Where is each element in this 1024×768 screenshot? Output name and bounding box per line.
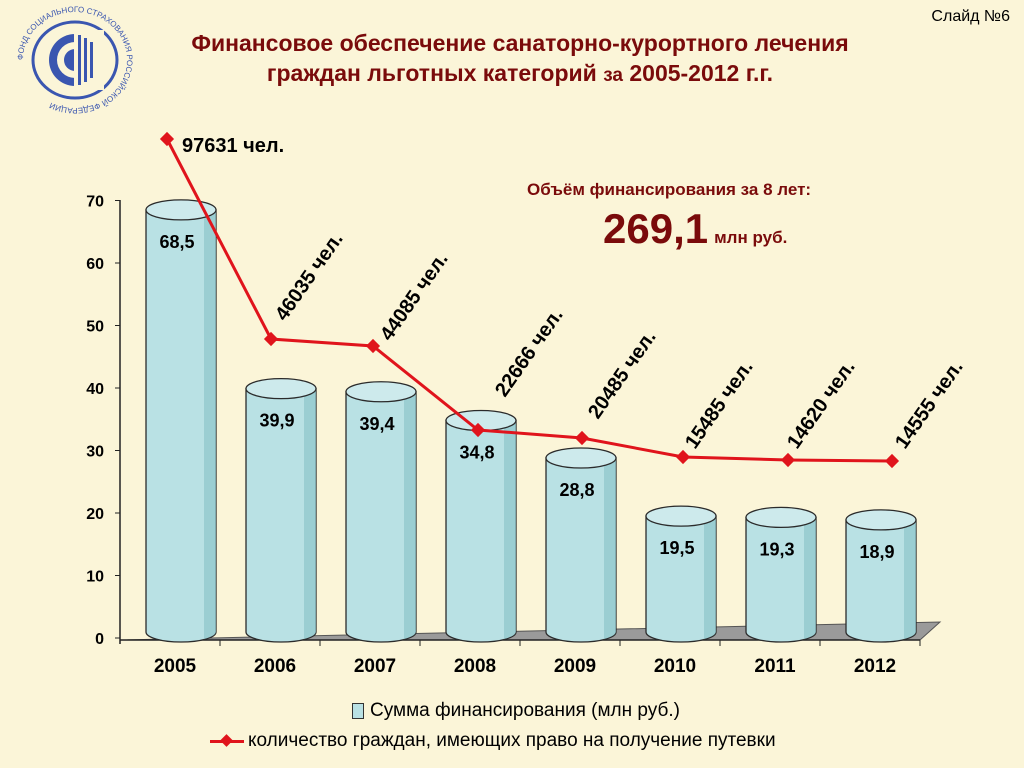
title-line-2: граждан льготных категорий за 2005-2012 … xyxy=(266,60,774,86)
y-tick-label: 30 xyxy=(86,444,104,461)
y-tick-label: 0 xyxy=(95,631,104,648)
x-tick-label: 2012 xyxy=(854,656,896,677)
line-value-label: 22666 чел. xyxy=(491,305,568,401)
bar-value-label: 34,8 xyxy=(459,443,494,463)
legend-item-bars: Сумма финансирования (млн руб.) xyxy=(210,696,776,726)
line-value-label: 14620 чел. xyxy=(783,357,860,453)
people-point xyxy=(574,430,590,446)
people-point xyxy=(675,449,691,465)
y-tick-label: 70 xyxy=(86,194,104,211)
slide-number: Слайд №6 xyxy=(931,8,1010,25)
x-tick-label: 2010 xyxy=(654,656,696,677)
chart-legend: Сумма финансирования (млн руб.) количест… xyxy=(210,696,776,756)
y-tick-label: 10 xyxy=(86,569,104,586)
legend-line-swatch xyxy=(210,734,244,748)
x-tick-label: 2009 xyxy=(554,656,596,677)
people-point xyxy=(470,422,486,438)
x-tick-label: 2005 xyxy=(154,656,197,677)
y-tick-label: 60 xyxy=(86,256,104,273)
bar-2011 xyxy=(745,506,817,643)
fss-logo: ФОНД СОЦИАЛЬНОГО СТРАХОВАНИЯ РОССИЙСКОЙ … xyxy=(16,5,134,115)
financing-value: 269,1 xyxy=(603,205,709,252)
line-value-label: 97631 чел. xyxy=(182,135,284,157)
people-point xyxy=(780,452,796,468)
legend-item-line: количество граждан, имеющих право на пол… xyxy=(210,726,776,756)
chart-floor xyxy=(119,621,942,641)
bar-value-label: 19,3 xyxy=(759,539,794,559)
bar-value-label: 39,4 xyxy=(359,414,394,434)
people-point xyxy=(263,331,279,347)
x-tick-label: 2011 xyxy=(754,656,796,677)
bar-2010 xyxy=(645,505,717,643)
title-line-1: Финансовое обеспечение санаторно-курортн… xyxy=(191,30,849,56)
bar-2007 xyxy=(345,381,417,643)
bar-value-label: 68,5 xyxy=(159,232,194,252)
y-tick-label: 20 xyxy=(86,506,104,523)
bar-2008 xyxy=(445,409,517,643)
bar-value-label: 28,8 xyxy=(559,480,594,500)
people-line xyxy=(165,138,893,463)
people-point xyxy=(365,338,381,354)
bar-2005 xyxy=(145,199,217,643)
bar-2006 xyxy=(245,377,317,643)
x-tick-label: 2007 xyxy=(354,656,396,677)
line-value-label: 15485 чел. xyxy=(681,357,758,453)
y-tick-label: 50 xyxy=(86,319,104,336)
line-value-label: 14555 чел. xyxy=(891,357,968,453)
people-point xyxy=(884,453,900,469)
financing-unit: млн руб. xyxy=(714,228,788,247)
bar-value-label: 39,9 xyxy=(259,411,294,431)
page-title: Финансовое обеспечение санаторно-курортн… xyxy=(150,28,890,91)
line-value-label: 44085 чел. xyxy=(376,249,453,345)
bar-2012 xyxy=(845,509,917,643)
line-value-label: 46035 чел. xyxy=(271,229,348,325)
people-point xyxy=(159,131,175,147)
x-tick-label: 2006 xyxy=(254,656,296,677)
line-value-label: 20485 чел. xyxy=(584,327,661,423)
bar-2009 xyxy=(545,447,617,643)
x-tick-label: 2008 xyxy=(454,656,496,677)
y-tick-label: 40 xyxy=(86,381,104,398)
financing-total: 269,1 млн руб. xyxy=(603,205,787,253)
legend-bar-swatch xyxy=(352,703,364,719)
bar-value-label: 18,9 xyxy=(859,542,894,562)
bar-value-label: 19,5 xyxy=(659,538,694,558)
financing-label: Объём финансирования за 8 лет: xyxy=(527,180,812,199)
